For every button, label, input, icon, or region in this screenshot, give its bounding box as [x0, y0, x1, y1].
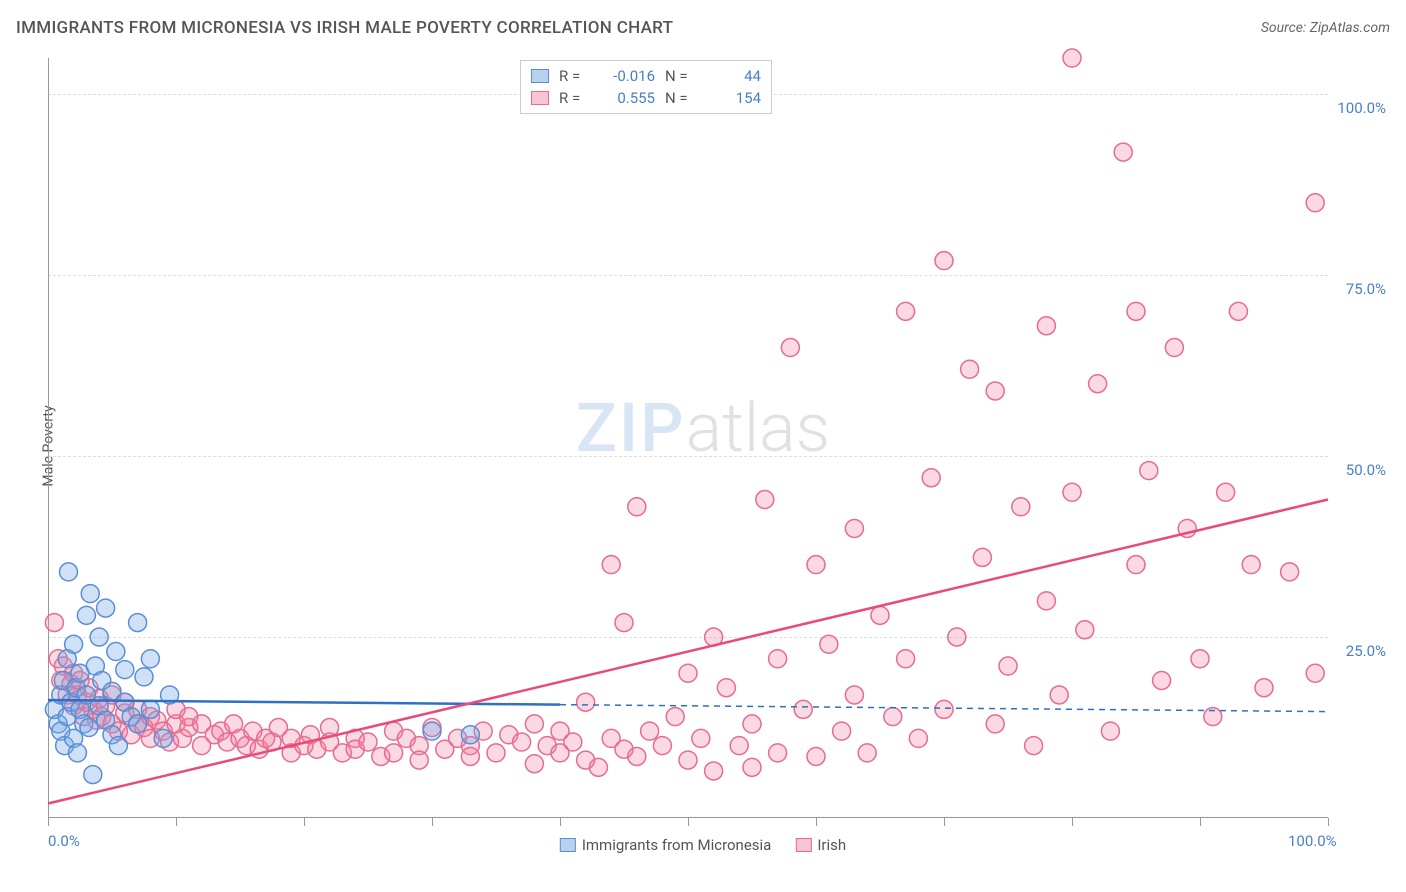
- legend-swatch-micronesia: [531, 69, 549, 83]
- legend-swatch-irish-bottom: [795, 838, 811, 852]
- n-value-irish: 154: [705, 89, 761, 107]
- legend-row-irish: R = 0.555 N = 154: [531, 87, 761, 109]
- chart-title: IMMIGRANTS FROM MICRONESIA VS IRISH MALE…: [16, 18, 673, 38]
- r-label: R =: [559, 89, 589, 107]
- legend-swatch-irish: [531, 91, 549, 105]
- r-value-micronesia: -0.016: [599, 67, 655, 85]
- n-value-micronesia: 44: [705, 67, 761, 85]
- scatter-plot-svg: [48, 58, 1328, 818]
- legend-label-irish: Irish: [817, 836, 846, 854]
- chart-header: IMMIGRANTS FROM MICRONESIA VS IRISH MALE…: [16, 18, 1390, 38]
- legend-item-irish: Irish: [795, 836, 846, 854]
- series-legend: Immigrants from Micronesia Irish: [560, 836, 846, 854]
- n-label: N =: [665, 89, 695, 107]
- correlation-legend: R = -0.016 N = 44 R = 0.555 N = 154: [520, 60, 772, 114]
- r-value-irish: 0.555: [599, 89, 655, 107]
- legend-swatch-micronesia-bottom: [560, 838, 576, 852]
- legend-label-micronesia: Immigrants from Micronesia: [582, 836, 772, 854]
- source-attribution: Source: ZipAtlas.com: [1261, 20, 1390, 36]
- legend-row-micronesia: R = -0.016 N = 44: [531, 65, 761, 87]
- r-label: R =: [559, 67, 589, 85]
- legend-item-micronesia: Immigrants from Micronesia: [560, 836, 772, 854]
- n-label: N =: [665, 67, 695, 85]
